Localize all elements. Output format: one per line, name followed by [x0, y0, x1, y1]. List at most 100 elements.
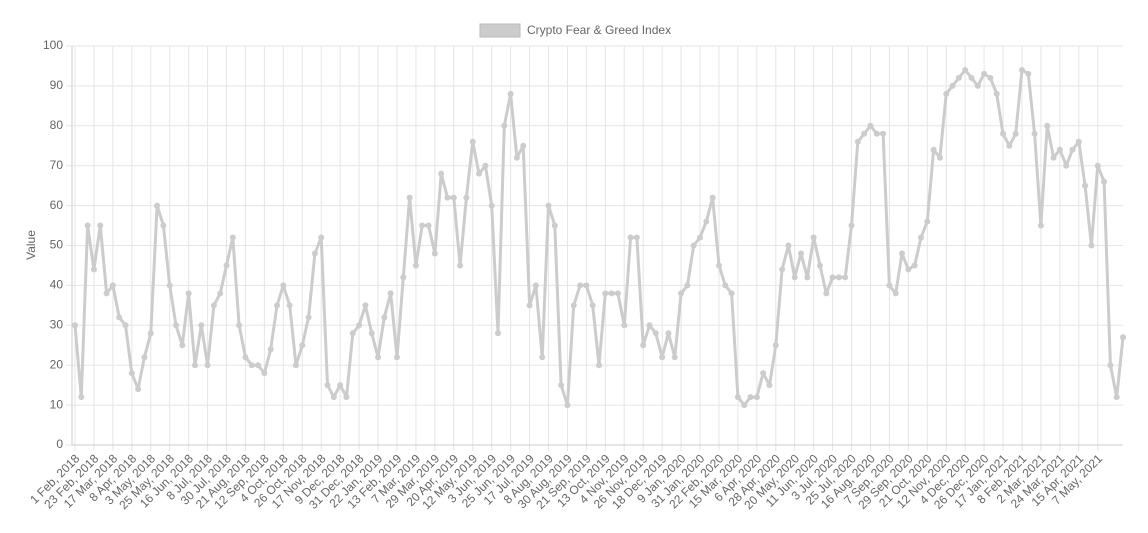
data-point	[362, 302, 369, 309]
data-point	[526, 302, 533, 309]
data-point	[798, 250, 805, 257]
data-point	[987, 74, 994, 81]
data-point	[248, 362, 255, 369]
data-point	[1120, 334, 1126, 341]
data-point	[621, 322, 628, 329]
data-point	[135, 386, 142, 393]
data-point	[968, 74, 975, 81]
data-point	[936, 154, 943, 161]
data-point	[709, 194, 716, 201]
data-point	[501, 122, 508, 129]
data-point	[469, 138, 476, 145]
legend-swatch	[479, 23, 521, 38]
data-point	[899, 250, 906, 257]
data-point	[122, 322, 129, 329]
data-point	[596, 362, 602, 369]
data-point	[722, 282, 729, 289]
data-point	[229, 234, 236, 241]
data-point	[476, 170, 483, 177]
y-tick-label: 70	[50, 158, 64, 172]
data-point	[583, 282, 590, 289]
data-point	[381, 314, 388, 321]
data-point	[835, 274, 842, 281]
data-point	[412, 262, 419, 269]
data-point	[962, 66, 969, 73]
data-point	[274, 302, 281, 309]
data-point	[507, 90, 514, 97]
data-point	[804, 274, 811, 281]
data-point	[343, 394, 350, 401]
data-point	[1025, 70, 1032, 77]
data-point	[892, 290, 899, 297]
data-point	[261, 370, 268, 377]
data-point	[570, 302, 577, 309]
data-point	[665, 330, 672, 337]
data-point	[810, 234, 817, 241]
data-point	[1082, 182, 1089, 189]
data-point	[286, 302, 293, 309]
y-tick-label: 100	[43, 38, 63, 52]
data-point	[671, 354, 678, 361]
y-tick-label: 80	[50, 118, 64, 132]
data-point	[457, 262, 464, 269]
data-point	[520, 142, 527, 149]
data-point	[494, 330, 501, 337]
data-point	[116, 314, 123, 321]
data-point	[766, 382, 773, 389]
data-point	[747, 394, 754, 401]
data-point	[1044, 122, 1051, 129]
data-point	[880, 130, 887, 137]
data-point	[375, 354, 382, 361]
data-point	[753, 394, 760, 401]
y-tick-label: 0	[56, 437, 63, 451]
data-point	[734, 394, 741, 401]
data-point	[292, 362, 299, 369]
data-point	[400, 274, 407, 281]
data-point	[577, 282, 584, 289]
data-point	[1069, 146, 1076, 153]
data-point	[280, 282, 287, 289]
data-point	[943, 90, 950, 97]
data-point	[842, 274, 849, 281]
data-point	[438, 170, 445, 177]
data-point	[185, 290, 192, 297]
data-point	[337, 382, 344, 389]
data-point	[816, 262, 823, 269]
data-point	[861, 130, 868, 137]
data-point	[627, 234, 634, 241]
data-point	[545, 202, 552, 209]
data-point	[1018, 66, 1025, 73]
data-point	[823, 290, 830, 297]
data-point	[779, 266, 786, 273]
data-point	[1056, 146, 1063, 153]
data-point	[924, 218, 931, 225]
data-point	[330, 394, 337, 401]
data-point	[917, 234, 924, 241]
data-point	[210, 302, 217, 309]
data-point	[179, 342, 186, 349]
data-point	[482, 162, 489, 169]
legend-label: Crypto Fear & Greed Index	[527, 23, 671, 37]
y-tick-label: 30	[50, 317, 64, 331]
data-point	[1031, 130, 1038, 137]
data-point	[608, 290, 615, 297]
y-tick-label: 50	[50, 238, 64, 252]
data-point	[558, 382, 565, 389]
data-point	[173, 322, 180, 329]
data-point	[191, 362, 198, 369]
data-point	[715, 262, 722, 269]
data-point	[697, 234, 704, 241]
data-point	[160, 222, 167, 229]
y-tick-label: 10	[50, 397, 64, 411]
data-point	[1012, 130, 1019, 137]
data-point	[255, 362, 262, 369]
data-point	[614, 290, 621, 297]
data-point	[1037, 222, 1044, 229]
data-point	[1006, 142, 1013, 149]
data-point	[324, 382, 331, 389]
data-point	[905, 266, 912, 273]
data-point	[242, 354, 249, 361]
data-point	[356, 322, 363, 329]
data-point	[955, 74, 962, 81]
